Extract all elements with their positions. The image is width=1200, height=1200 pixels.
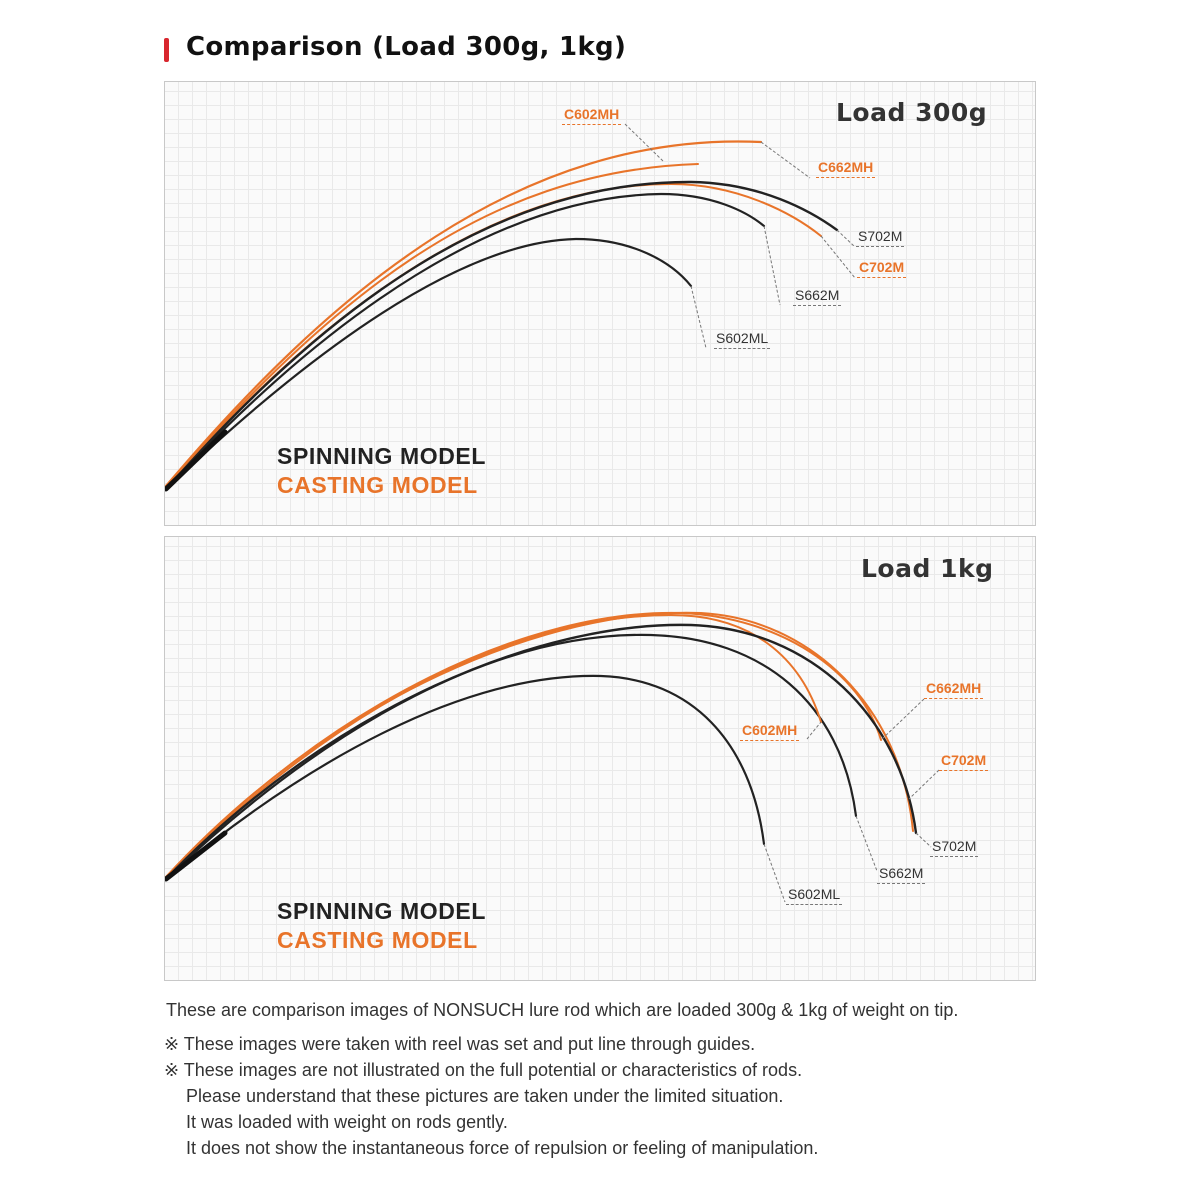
panel-load-300g: Load 300g C602MH C662MH S702M C702M S662… [164, 81, 1036, 526]
title-accent-bar [164, 38, 169, 62]
leader-s702m [836, 229, 856, 248]
legend-casting-model: CASTING MODEL [277, 927, 478, 953]
label-s662m: S662M [793, 287, 842, 306]
footer-note-2-cont-1: Please understand that these pictures ar… [186, 1086, 784, 1106]
rod-s702m [165, 180, 839, 491]
rod-bend-diagram-300g [165, 123, 856, 492]
leader-c662mh [880, 698, 925, 741]
rod-c602mh [165, 163, 699, 487]
label-c662mh: C662MH [924, 680, 984, 699]
leader-c702m [820, 235, 856, 279]
legend-spinning-model: SPINNING MODEL [277, 898, 487, 924]
leader-s702m [915, 832, 932, 848]
page-title: Comparison (Load 300g, 1kg) [186, 32, 627, 62]
rod-bend-diagram-1kg [165, 611, 940, 903]
rod-butt [165, 830, 228, 882]
footer-note-2-cont-3: It does not show the instantaneous force… [186, 1138, 819, 1158]
leader-s602ml [763, 843, 786, 903]
rod-s702m [165, 623, 918, 881]
leader-c602mh [624, 123, 664, 162]
rod-butt [165, 429, 228, 492]
rod-c602mh [165, 613, 822, 878]
rod-s662m [165, 192, 766, 491]
load-label: Load 300g [836, 98, 988, 127]
legend-casting-model: CASTING MODEL [277, 472, 478, 498]
label-c702m: C702M [857, 259, 907, 278]
rod-c662mh [165, 140, 763, 488]
leader-c602mh [806, 721, 822, 740]
label-c602mh: C602MH [740, 722, 800, 741]
leader-s662m [855, 815, 878, 872]
label-s702m: S702M [930, 838, 979, 857]
footer-description: These are comparison images of NONSUCH l… [166, 1000, 959, 1020]
label-s702m: S702M [856, 228, 905, 247]
legend-spinning-model: SPINNING MODEL [277, 443, 487, 469]
label-s602ml: S602ML [786, 886, 843, 905]
label-s662m: S662M [877, 865, 926, 884]
footer-note-2: ※ These images are not illustrated on th… [164, 1060, 803, 1080]
footer-note-1: ※ These images were taken with reel was … [164, 1034, 756, 1054]
panel-load-1kg: Load 1kg C662MH C602MH C702M S702M S662M… [164, 536, 1036, 981]
footer-note-2-cont-2: It was loaded with weight on rods gently… [186, 1112, 508, 1132]
label-c702m: C702M [939, 752, 989, 771]
rod-s662m [165, 633, 858, 881]
rod-s602ml [165, 237, 693, 491]
leader-s602ml [690, 285, 707, 349]
label-c602mh: C602MH [562, 106, 622, 125]
load-label: Load 1kg [861, 554, 994, 583]
leader-c662mh [760, 141, 811, 179]
rod-c702m [165, 611, 914, 878]
rod-s602ml [165, 674, 766, 881]
leader-c702m [908, 769, 940, 800]
label-s602ml: S602ML [714, 330, 771, 349]
leader-s662m [763, 225, 781, 306]
label-c662mh: C662MH [816, 159, 876, 178]
